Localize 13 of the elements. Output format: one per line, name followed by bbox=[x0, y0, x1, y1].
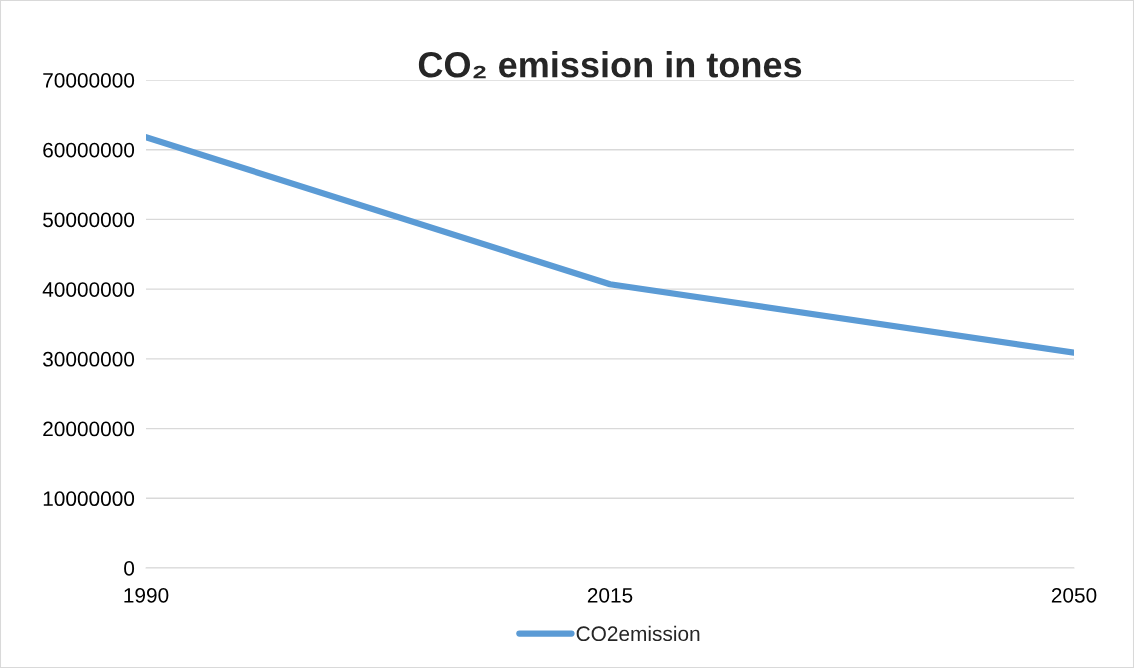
x-tick-label: 2015 bbox=[587, 587, 633, 603]
x-tick-label: 2050 bbox=[1051, 587, 1097, 603]
legend-label: CO2emission bbox=[576, 625, 700, 642]
y-tick-label: 30000000 bbox=[43, 351, 135, 367]
x-tick-label: 1990 bbox=[124, 587, 169, 603]
y-tick-label: 70000000 bbox=[43, 73, 135, 88]
y-tick-label: 60000000 bbox=[43, 142, 135, 158]
y-tick-label: 0 bbox=[124, 561, 135, 576]
y-tick-label: 20000000 bbox=[43, 421, 135, 437]
y-tick-label: 40000000 bbox=[42, 282, 135, 297]
y-tick-label: 10000000 bbox=[43, 491, 135, 507]
chart-title: CO₂ emission in tones bbox=[418, 51, 802, 79]
y-tick-label: 50000000 bbox=[43, 212, 135, 228]
